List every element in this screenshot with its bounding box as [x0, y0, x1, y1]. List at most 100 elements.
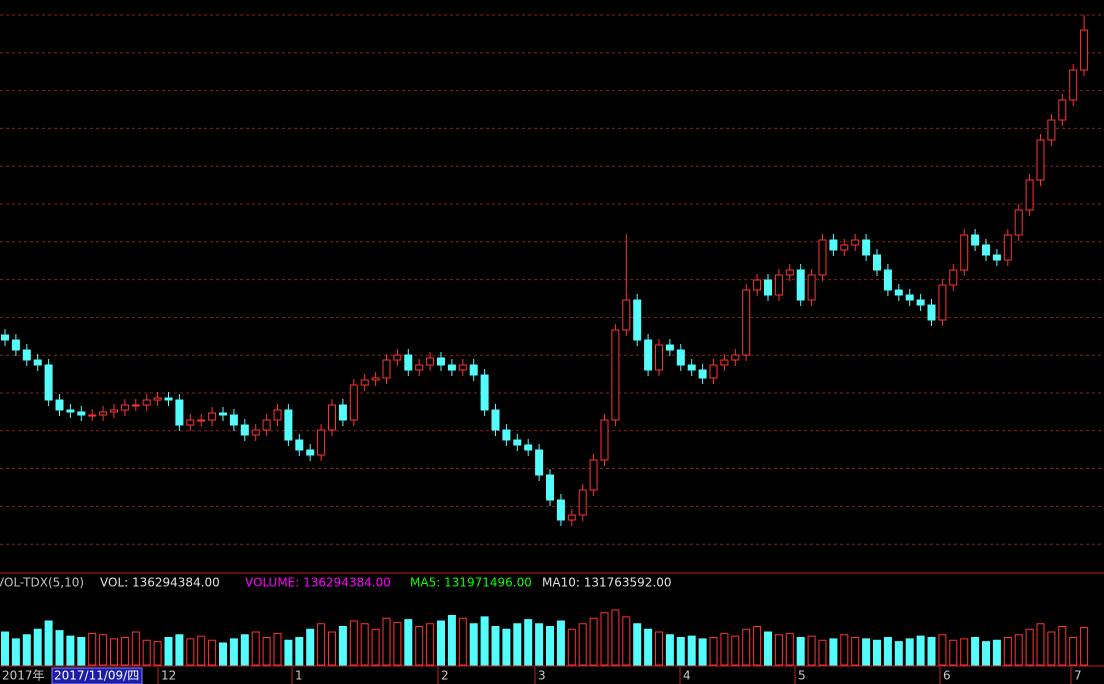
- candle-body: [807, 274, 816, 301]
- candle-body: [1025, 179, 1034, 211]
- candle-body: [644, 339, 653, 371]
- volume-bar: [120, 637, 129, 666]
- indicator-value: MA10: 131763592.00: [542, 576, 672, 590]
- volume-bar: [175, 634, 184, 666]
- volume-bar: [338, 626, 347, 666]
- volume-bar: [306, 628, 315, 666]
- candle-body: [1080, 29, 1089, 71]
- candle-body: [883, 269, 892, 291]
- volume-bar: [633, 623, 642, 666]
- volume-bar: [273, 632, 282, 666]
- candle-body: [382, 359, 391, 379]
- candle-body: [1058, 99, 1067, 121]
- candle-body: [774, 274, 783, 296]
- candle-body: [916, 299, 925, 306]
- candle-body: [818, 239, 827, 276]
- volume-bar: [229, 638, 238, 666]
- candle-body: [633, 299, 642, 341]
- volume-bar: [535, 623, 544, 666]
- volume-bar: [524, 619, 533, 666]
- volume-bar: [753, 626, 762, 666]
- volume-bar: [131, 631, 140, 666]
- volume-bar: [240, 634, 249, 666]
- volume-bar: [1003, 637, 1012, 666]
- volume-bar: [1036, 623, 1045, 666]
- volume-bar: [1058, 626, 1067, 666]
- volume-bar: [426, 623, 435, 666]
- candle-body: [55, 399, 64, 411]
- candle-body: [251, 429, 260, 436]
- candle-body: [840, 244, 849, 251]
- cursor-date: 2017/11/09/四: [54, 669, 139, 683]
- candle-body: [611, 329, 620, 421]
- candle-body: [655, 344, 663, 371]
- candle-body: [513, 439, 522, 446]
- candle-body: [1, 334, 9, 341]
- volume-bar: [437, 620, 445, 666]
- volume-bar: [11, 638, 20, 666]
- candle-body: [905, 294, 914, 301]
- candle-body: [873, 254, 881, 271]
- volume-bar: [22, 634, 31, 666]
- candle-body: [851, 239, 860, 246]
- candle-body: [11, 339, 20, 351]
- candle-body: [404, 354, 413, 371]
- volume-bar: [949, 639, 958, 666]
- candle-body: [120, 404, 129, 411]
- indicator-value: VOL: 136294384.00: [100, 576, 220, 590]
- volume-bar: [153, 641, 162, 666]
- volume-bar: [1014, 634, 1023, 666]
- volume-bar: [360, 623, 369, 666]
- candle-body: [458, 364, 467, 371]
- volume-bar: [328, 631, 336, 666]
- candle-body: [992, 254, 1001, 261]
- volume-bar: [513, 623, 522, 666]
- candle-body: [426, 357, 435, 366]
- candle-body: [371, 377, 380, 381]
- volume-bar: [905, 638, 914, 666]
- volume-bar: [295, 637, 304, 666]
- volume-bar: [938, 634, 947, 666]
- candle-body: [306, 449, 315, 456]
- volume-bar: [774, 634, 783, 666]
- volume-bar: [186, 638, 195, 666]
- candle-body: [437, 357, 445, 366]
- candle-body: [77, 411, 86, 416]
- candle-body: [229, 414, 238, 426]
- candle-body: [491, 409, 500, 431]
- volume-bar: [600, 612, 609, 666]
- volume-bar: [502, 628, 511, 666]
- volume-bar: [807, 635, 816, 666]
- volume-bar: [818, 639, 827, 666]
- candle-body: [393, 354, 402, 361]
- month-label: 4: [683, 669, 691, 683]
- volume-bar: [894, 641, 903, 666]
- volume-bar: [469, 623, 478, 666]
- volume-bar: [567, 628, 576, 666]
- volume-bar: [720, 632, 729, 666]
- candle-body: [22, 349, 31, 361]
- candle-body: [99, 411, 108, 416]
- volume-bar: [404, 619, 413, 666]
- volume-bar: [66, 635, 75, 666]
- candle-body: [262, 419, 271, 431]
- candle-body: [982, 244, 990, 256]
- candle-body: [240, 424, 249, 436]
- cursor-date-box: [51, 667, 143, 684]
- year-label: 2017年: [2, 669, 45, 683]
- month-label: 1: [295, 669, 303, 683]
- candle-body: [665, 344, 674, 351]
- candle-body: [164, 397, 173, 401]
- volume-bar: [371, 628, 380, 666]
- volume-bar: [33, 628, 42, 666]
- candle-body: [785, 269, 794, 276]
- candle-body: [971, 234, 980, 246]
- candle-body: [110, 409, 118, 413]
- indicator-value: VOLUME: 136294384.00: [245, 576, 391, 590]
- candle-body: [742, 289, 751, 356]
- candle-body: [622, 299, 631, 331]
- volume-bar: [665, 634, 674, 666]
- volume-bar: [960, 638, 969, 666]
